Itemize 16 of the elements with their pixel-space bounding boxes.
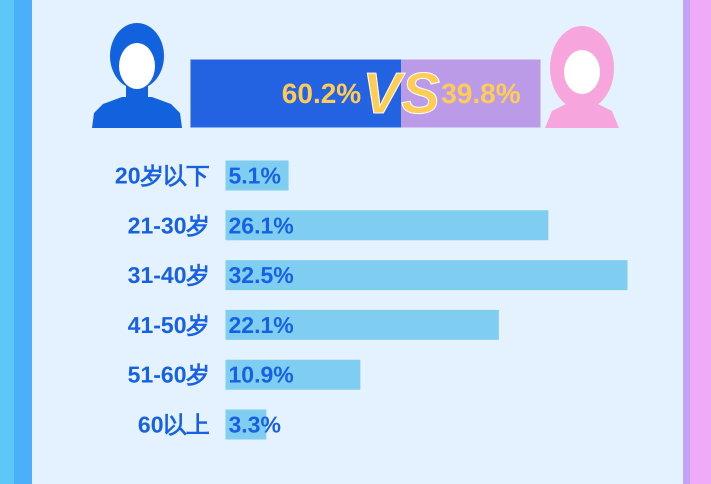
data-label: 60.2% xyxy=(282,78,362,109)
data-label: 26.1% xyxy=(228,212,294,238)
y-tick-label: 51-60岁 xyxy=(128,362,210,388)
data-label: 22.1% xyxy=(228,312,294,338)
y-tick-label: 20岁以下 xyxy=(114,162,210,188)
data-label: 10.9% xyxy=(228,362,294,388)
bar xyxy=(226,310,499,340)
y-tick-label: 31-40岁 xyxy=(128,262,210,288)
data-label: 32.5% xyxy=(228,262,294,288)
data-label: 39.8% xyxy=(441,78,521,109)
y-tick-label: 21-30岁 xyxy=(128,212,210,238)
y-tick-label: 41-50岁 xyxy=(128,312,210,338)
bar xyxy=(226,210,548,240)
data-label: 5.1% xyxy=(228,162,281,188)
y-tick-label: 60以上 xyxy=(138,412,210,438)
bar xyxy=(226,260,628,290)
